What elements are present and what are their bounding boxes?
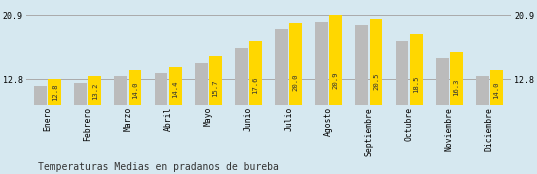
Text: 14.0: 14.0	[132, 82, 138, 99]
Bar	[195, 63, 208, 174]
Bar	[329, 15, 342, 174]
Bar	[34, 86, 47, 174]
Text: 20.5: 20.5	[373, 72, 379, 90]
Text: 17.6: 17.6	[252, 76, 258, 94]
Bar	[114, 76, 127, 174]
Bar	[396, 41, 409, 174]
Text: 20.9: 20.9	[333, 72, 339, 89]
Bar	[249, 41, 262, 174]
Bar	[209, 57, 222, 174]
Bar	[289, 22, 302, 174]
Text: 14.4: 14.4	[172, 81, 178, 98]
Text: 12.8: 12.8	[52, 83, 57, 101]
Bar	[355, 25, 368, 174]
Bar	[490, 70, 503, 174]
Bar	[128, 70, 141, 174]
Bar	[275, 29, 288, 174]
Bar	[74, 82, 87, 174]
Bar	[48, 79, 61, 174]
Text: 16.3: 16.3	[453, 78, 459, 96]
Text: 18.5: 18.5	[413, 75, 419, 93]
Bar	[315, 22, 328, 174]
Bar	[155, 73, 168, 174]
Bar	[450, 52, 463, 174]
Bar	[169, 67, 182, 174]
Bar	[235, 48, 248, 174]
Text: 15.7: 15.7	[212, 79, 219, 97]
Text: 20.0: 20.0	[293, 73, 299, 90]
Bar	[476, 76, 489, 174]
Bar	[369, 19, 382, 174]
Text: 14.0: 14.0	[494, 82, 499, 99]
Text: Temperaturas Medias en pradanos de bureba: Temperaturas Medias en pradanos de bureb…	[38, 162, 279, 172]
Bar	[436, 58, 448, 174]
Bar	[410, 34, 423, 174]
Bar	[89, 76, 101, 174]
Text: 13.2: 13.2	[92, 83, 98, 100]
